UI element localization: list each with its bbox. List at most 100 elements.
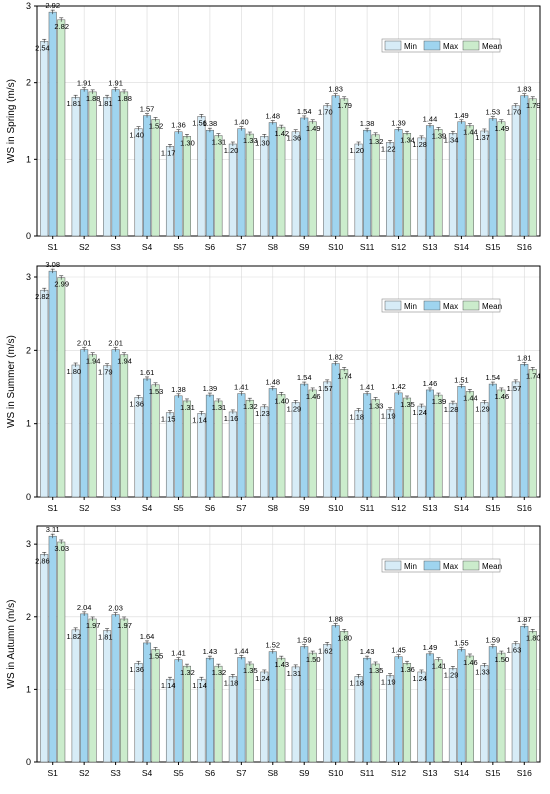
data-label-mean: 1.74 (337, 371, 352, 380)
bar-mean-S2 (88, 91, 97, 237)
bar-mean-S7 (245, 133, 254, 237)
bar-min-S3 (103, 96, 112, 237)
data-label-mean: 1.79 (526, 101, 541, 110)
bar-mean-S14 (465, 655, 474, 763)
bar-min-S5 (165, 146, 174, 237)
plot-frame (36, 265, 541, 498)
data-label-max: 1.48 (265, 112, 280, 121)
x-tick-label: S9 (299, 768, 310, 778)
bar-min-S3 (103, 630, 112, 763)
data-label-min: 1.19 (381, 678, 396, 687)
bars (40, 268, 537, 498)
legend-label-min: Min (404, 562, 417, 571)
data-label-min: 1.36 (287, 134, 302, 143)
bar-min-S13 (417, 671, 426, 763)
bar-min-S10 (323, 105, 332, 237)
data-label-mean: 1.88 (86, 94, 101, 103)
x-tick-label: S16 (517, 768, 532, 778)
x-tick-label: S5 (173, 768, 184, 778)
legend-label-mean: Mean (482, 302, 502, 311)
x-tick-label: S13 (422, 503, 437, 513)
data-label-max: 1.38 (171, 385, 186, 394)
x-tick-label: S11 (360, 768, 375, 778)
data-label-mean: 1.35 (369, 666, 384, 675)
y-axis-label: WS in Autumn (m/s) (6, 600, 17, 689)
bar-max-S13 (425, 125, 434, 237)
bar-mean-S14 (465, 125, 474, 237)
data-label-max: 1.54 (486, 373, 501, 382)
data-label-mean: 2.82 (54, 22, 69, 31)
bar-min-S9 (291, 666, 300, 763)
x-tick-label: S2 (79, 768, 90, 778)
bar-mean-S4 (151, 384, 160, 498)
bar-mean-S13 (434, 129, 443, 237)
bar-max-S3 (111, 89, 120, 237)
data-label-mean: 1.88 (117, 94, 132, 103)
bar-mean-S10 (340, 98, 349, 237)
x-tick-label: S2 (79, 503, 90, 513)
x-tick-label: S8 (268, 242, 279, 252)
bar-mean-S12 (403, 397, 412, 498)
data-label-min: 1.57 (318, 384, 333, 393)
x-tick-label: S3 (110, 242, 121, 252)
x-tick-label: S1 (48, 503, 59, 513)
data-label-min: 1.31 (287, 669, 302, 678)
bar-min-S5 (165, 678, 174, 763)
data-label-mean: 1.32 (369, 137, 384, 146)
data-label-mean: 1.32 (180, 668, 195, 677)
data-label-mean: 1.35 (243, 666, 258, 675)
data-label-mean: 1.46 (495, 392, 510, 401)
bar-min-S10 (323, 644, 332, 763)
bar-max-S16 (520, 364, 529, 498)
bar-max-S4 (143, 115, 152, 237)
data-label-mean: 1.41 (432, 662, 447, 671)
x-tick-label: S3 (110, 768, 121, 778)
x-tick-label: S7 (236, 768, 247, 778)
x-tick-label: S5 (173, 503, 184, 513)
bar-min-S14 (448, 133, 457, 237)
bar-min-S13 (417, 405, 426, 498)
data-label-min: 1.70 (318, 108, 333, 117)
data-label-min: 1.30 (255, 138, 270, 147)
data-label-max: 1.87 (517, 615, 532, 624)
bar-max-S2 (80, 349, 89, 498)
bar-min-S6 (197, 678, 206, 763)
bar-mean-S8 (277, 394, 286, 498)
legend-label-mean: Mean (482, 42, 502, 51)
bar-min-S14 (448, 402, 457, 498)
bar-min-S2 (71, 96, 80, 237)
bar-mean-S3 (120, 91, 129, 237)
data-label-min: 1.57 (507, 384, 522, 393)
data-label-mean: 1.50 (306, 655, 321, 664)
x-tick-label: S8 (268, 503, 279, 513)
bar-min-S7 (228, 411, 237, 498)
data-label-max: 1.52 (265, 641, 280, 650)
data-label-max: 1.57 (140, 105, 155, 114)
data-label-min: 1.37 (475, 133, 490, 142)
bar-max-S10 (331, 95, 340, 237)
data-label-mean: 1.34 (400, 135, 415, 144)
data-label-min: 1.63 (507, 646, 522, 655)
data-label-mean: 1.94 (117, 357, 132, 366)
bar-min-S15 (480, 402, 489, 498)
data-label-min: 2.54 (35, 43, 50, 52)
data-label-min: 1.20 (349, 146, 364, 155)
x-tick-label: S3 (110, 503, 121, 513)
bar-max-S10 (331, 625, 340, 763)
data-label-min: 1.34 (444, 135, 459, 144)
data-label-min: 1.36 (129, 665, 144, 674)
data-label-mean: 1.80 (337, 633, 352, 642)
data-label-min: 1.14 (192, 415, 207, 424)
data-label-min: 1.18 (349, 412, 364, 421)
y-tick-label: 3 (26, 272, 31, 282)
bar-mean-S15 (497, 389, 506, 498)
x-tick-label: S10 (328, 242, 343, 252)
bar-mean-S3 (120, 618, 129, 763)
data-label-max: 1.61 (140, 368, 155, 377)
data-label-max: 1.39 (203, 384, 218, 393)
bar-min-S1 (40, 41, 49, 237)
x-tick-label: S12 (391, 503, 406, 513)
legend-label-min: Min (404, 302, 417, 311)
x-tick-label: S14 (454, 503, 469, 513)
data-label-max: 1.45 (391, 646, 406, 655)
